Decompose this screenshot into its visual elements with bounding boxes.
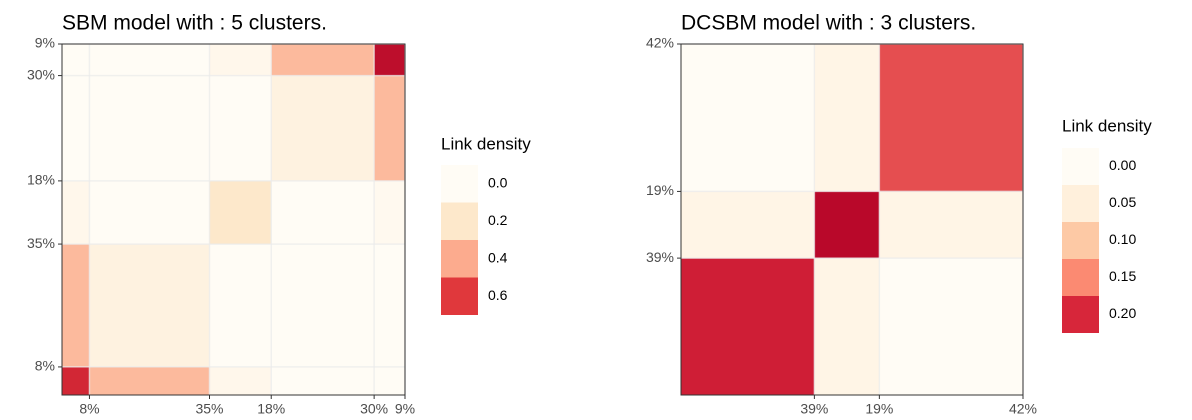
legend-swatch — [1062, 296, 1099, 333]
cell — [681, 191, 815, 259]
cell — [271, 44, 375, 76]
cell — [374, 180, 405, 245]
x-tick-label: 42% — [1009, 401, 1037, 417]
cell — [89, 75, 210, 181]
legend-label: 0.0 — [488, 174, 508, 190]
legend-swatch — [441, 240, 478, 278]
cell — [814, 191, 880, 259]
legend-label: 0.10 — [1109, 231, 1136, 247]
cell — [681, 258, 815, 395]
cell — [879, 44, 1023, 192]
cell — [62, 180, 90, 245]
cell — [89, 44, 210, 76]
panel-border — [61, 43, 406, 396]
cell — [814, 44, 880, 192]
legend-title: Link density — [441, 134, 531, 153]
cell — [374, 366, 405, 395]
legend-swatch — [1062, 222, 1099, 259]
cell — [62, 366, 90, 395]
cell — [62, 244, 90, 367]
cell — [271, 366, 375, 395]
legend-swatch — [441, 165, 478, 203]
legend-swatch — [441, 277, 478, 315]
cell — [374, 75, 405, 181]
cell — [209, 244, 272, 367]
x-tick-label: 8% — [79, 401, 99, 417]
cell — [271, 180, 375, 245]
cell — [271, 244, 375, 367]
cell — [62, 44, 90, 76]
y-tick-label: 39% — [646, 249, 674, 265]
legend-swatch — [1062, 259, 1099, 296]
y-tick-label: 8% — [35, 358, 55, 374]
legend-swatch — [1062, 185, 1099, 222]
legend-label: 0.4 — [488, 249, 508, 265]
cell — [879, 258, 1023, 395]
legend-label: 0.6 — [488, 287, 508, 303]
cell — [209, 180, 272, 245]
cell — [89, 366, 210, 395]
legend-label: 0.05 — [1109, 194, 1136, 210]
legend-label: 0.00 — [1109, 157, 1136, 173]
legend-swatch — [1062, 148, 1099, 185]
x-tick-label: 19% — [865, 401, 893, 417]
x-tick-label: 18% — [257, 401, 285, 417]
legend-title: Link density — [1062, 116, 1152, 135]
x-tick-label: 30% — [360, 401, 388, 417]
legend-swatch — [441, 202, 478, 240]
panel-border — [680, 43, 1024, 396]
x-tick-label: 35% — [195, 401, 223, 417]
legend-label: 0.20 — [1109, 305, 1136, 321]
y-tick-label: 9% — [35, 35, 55, 51]
cell — [271, 75, 375, 181]
cell — [209, 366, 272, 395]
cell — [681, 44, 815, 192]
y-tick-label: 18% — [27, 172, 55, 188]
cell — [814, 258, 880, 395]
cell — [89, 244, 210, 367]
cell — [374, 244, 405, 367]
cell — [879, 191, 1023, 259]
chart-title: SBM model with : 5 clusters. — [62, 12, 327, 35]
chart-title: DCSBM model with : 3 clusters. — [681, 12, 976, 35]
y-tick-label: 42% — [646, 35, 674, 51]
cell — [209, 44, 272, 76]
y-tick-label: 35% — [27, 235, 55, 251]
x-tick-label: 9% — [395, 401, 415, 417]
legend-label: 0.15 — [1109, 268, 1136, 284]
y-tick-label: 19% — [646, 182, 674, 198]
y-tick-label: 30% — [27, 66, 55, 82]
x-tick-label: 39% — [800, 401, 828, 417]
legend-label: 0.2 — [488, 212, 508, 228]
cell — [62, 75, 90, 181]
cell — [89, 180, 210, 245]
cell — [374, 44, 405, 76]
cell — [209, 75, 272, 181]
